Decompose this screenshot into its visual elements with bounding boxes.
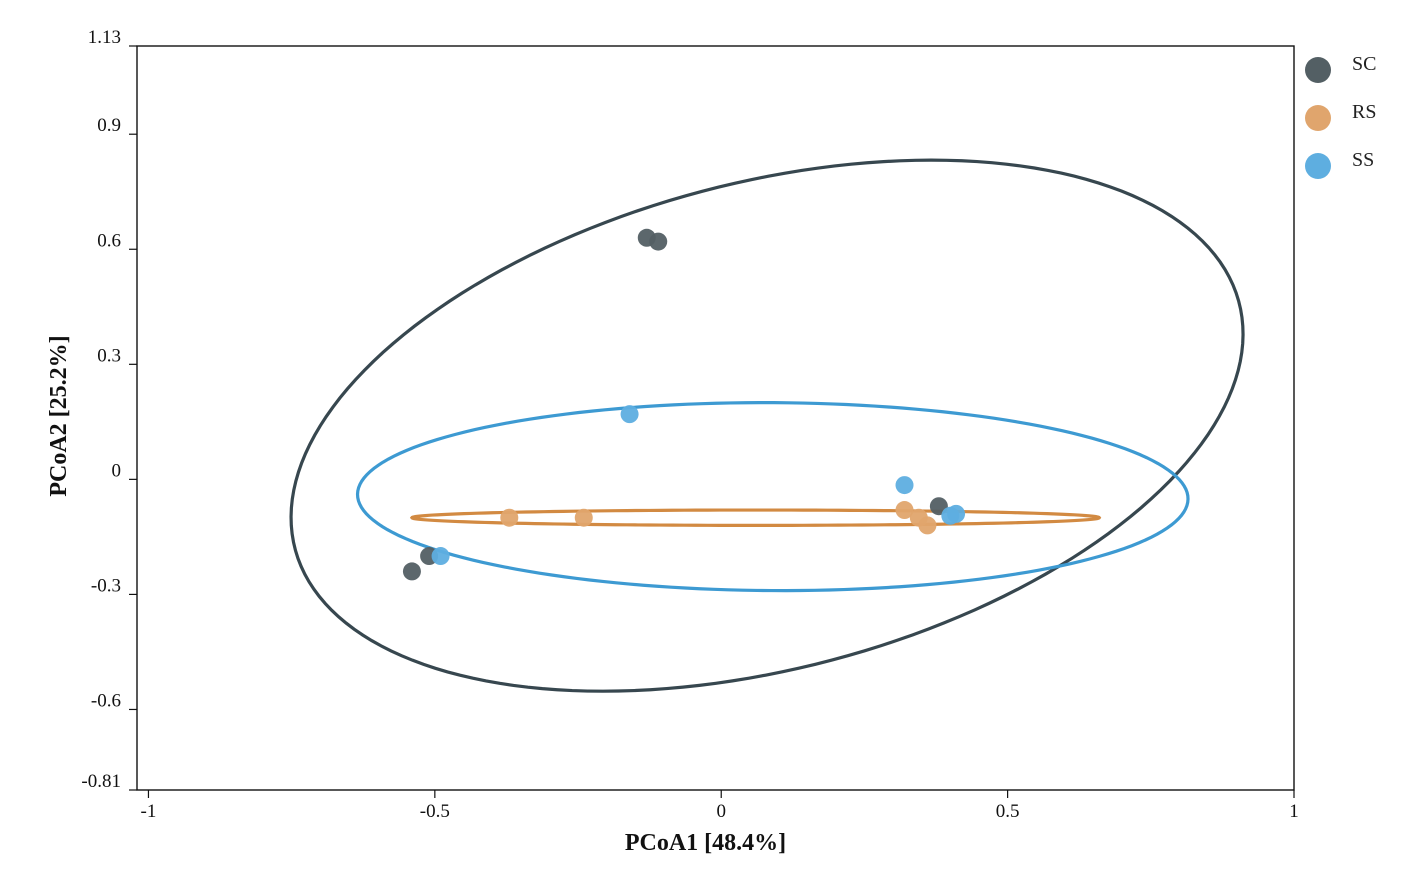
legend: SC RS SS [1305, 53, 1376, 179]
x-tick-label: 0 [716, 801, 726, 822]
y-axis-title: PCoA2 [25.2%] [46, 335, 72, 496]
confidence-ellipse-sc [289, 158, 1245, 693]
legend-marker-rs [1305, 105, 1331, 131]
data-point-ss [431, 547, 450, 566]
axes-layer: -1 -0.5 0 0.5 1 -0.81 -0.6 -0.3 0 0.3 0.6 0.9 1.13 [81, 27, 1298, 822]
x-tick-label: 1 [1289, 801, 1299, 822]
y-tick-label: 0.3 [97, 345, 121, 366]
data-point-rs [918, 516, 937, 535]
data-point-rs [895, 501, 914, 520]
confidence-ellipse-ss [355, 401, 1190, 593]
data-point-ss [620, 405, 639, 424]
legend-label-sc: SC [1352, 53, 1376, 75]
y-tick-label: -0.6 [91, 690, 121, 711]
x-axis-title: PCoA1 [48.4%] [625, 830, 786, 856]
y-tick-label: 0.9 [97, 115, 121, 136]
data-point-ss [895, 476, 914, 495]
legend-label-rs: RS [1352, 101, 1376, 123]
data-point-sc [649, 232, 668, 251]
data-point-sc [402, 562, 421, 581]
x-tick-label: -0.5 [420, 801, 450, 822]
points-layer [402, 228, 966, 581]
data-point-rs [500, 508, 519, 527]
legend-marker-ss [1305, 153, 1331, 179]
data-point-ss [947, 504, 966, 523]
x-tick-label: 0.5 [996, 801, 1020, 822]
data-point-rs [574, 508, 593, 527]
y-tick-label: 0.6 [97, 230, 121, 251]
y-tick-label: 0 [112, 460, 122, 481]
plot-frame [136, 45, 1295, 791]
legend-marker-sc [1305, 57, 1331, 83]
y-tick-label: -0.81 [81, 771, 121, 792]
y-tick-label: -0.3 [91, 575, 121, 596]
y-tick-label: 1.13 [88, 27, 121, 48]
x-tick-label: -1 [141, 801, 157, 822]
ellipse-layer [289, 158, 1245, 693]
legend-label-ss: SS [1352, 149, 1374, 171]
